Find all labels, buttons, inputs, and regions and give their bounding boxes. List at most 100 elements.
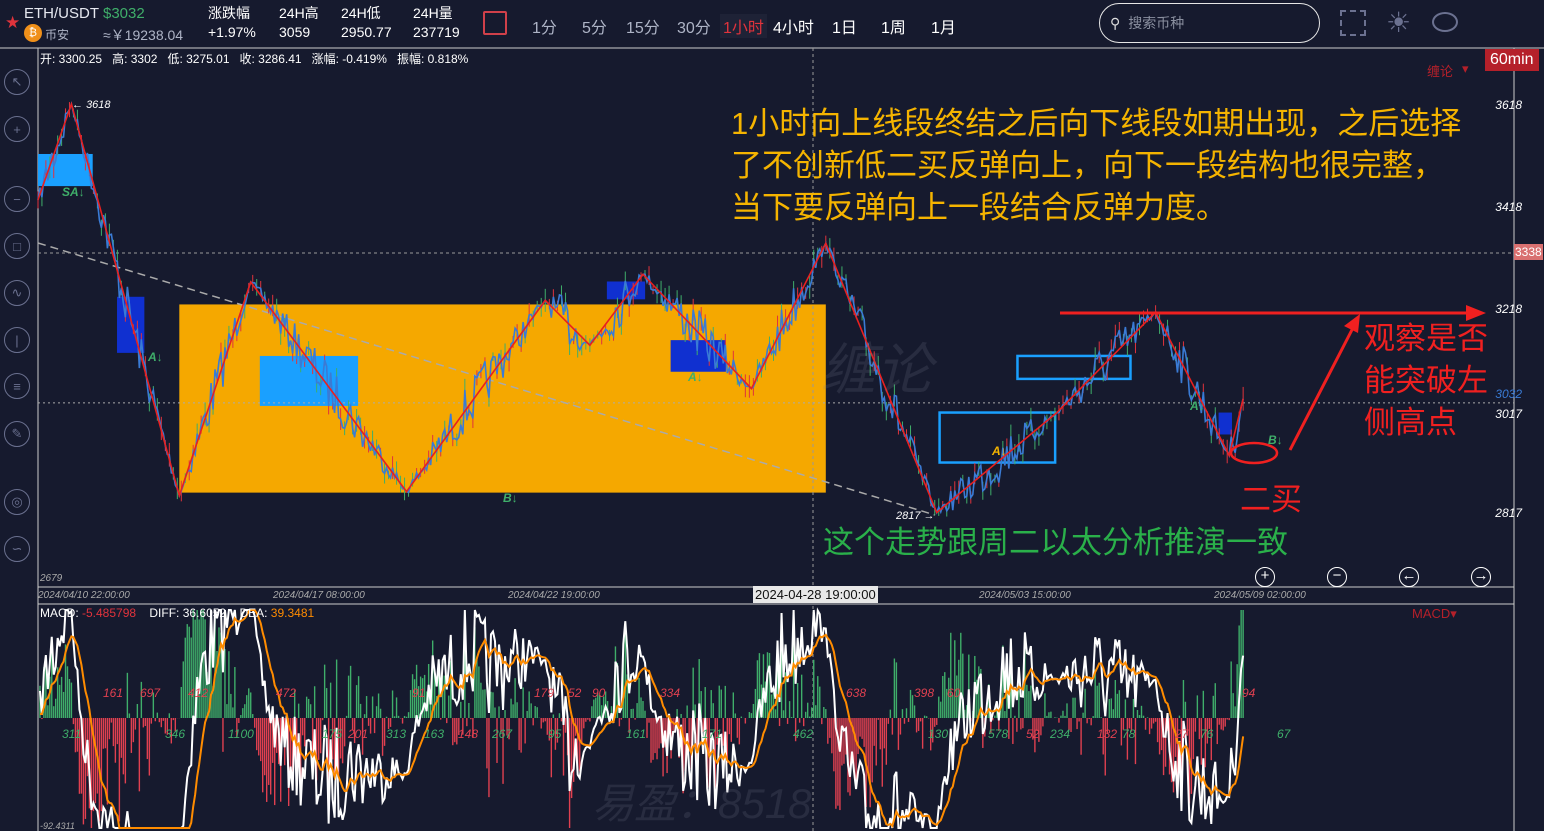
macd-bottom-label: 148	[458, 727, 478, 741]
exchange-logo-icon: ₿	[24, 24, 42, 42]
annotation-observe: 观察是否能突破左侧高点	[1364, 321, 1488, 440]
brightness-icon[interactable]: ☀	[1386, 7, 1412, 38]
tab-1m[interactable]: 1分	[532, 20, 557, 37]
signal-label: A↓	[147, 350, 163, 364]
top-bar: ★ ETH/USDT $3032 ₿ 币安 ≈￥19238.04 涨跌幅 +1.9…	[0, 0, 1544, 48]
macd-readout: MACD: -5.485798 DIFF: 36.6052 DEA: 39.34…	[40, 606, 315, 620]
low-marker: 2817 →	[896, 510, 935, 522]
macd-bottom-label: 201	[347, 727, 368, 741]
macd-bottom-label: 171	[702, 727, 722, 741]
line-icon[interactable]: −	[4, 186, 30, 212]
stat-high: 24H高 3059	[279, 5, 319, 40]
annotation-main: 1小时向上线段终结之后向下线段如期出现，之后选择了不创新低二买反弹向上，向下一段…	[731, 106, 1462, 225]
indicator-menu[interactable]: 缠论	[1427, 64, 1454, 79]
y-tick: 3017	[1495, 407, 1522, 421]
macd-top-label: 90	[592, 686, 606, 700]
scroll-right-button[interactable]: →	[1471, 567, 1491, 587]
macd-min-label: -92.4311	[40, 821, 75, 831]
macd-top-label: 52	[568, 686, 582, 700]
current-price-label: 3032	[1495, 387, 1522, 401]
macd-bottom-label: 78	[1122, 727, 1136, 741]
high-marker: ← 3618	[72, 99, 111, 111]
y-tick-min: 2679	[40, 573, 63, 584]
exchange-name: 币安	[45, 28, 70, 42]
tab-1mo[interactable]: 1月	[931, 20, 956, 37]
tab-30m[interactable]: 30分	[677, 20, 711, 37]
interval-tag: 60min	[1485, 49, 1539, 71]
macd-top-label: 91	[412, 686, 425, 700]
stat-change: 涨跌幅 +1.97%	[208, 5, 256, 40]
macd-top-label: 161	[103, 686, 123, 700]
x-tick: 2024/04/10 22:00:00	[38, 590, 130, 601]
annotation-consistent: 这个走势跟周二以太分析推演一致	[823, 525, 1288, 560]
macd-bottom-label: 578	[988, 727, 1008, 741]
zoom-out-button[interactable]: −	[1327, 567, 1347, 587]
wave-icon[interactable]: ∿	[4, 280, 30, 306]
tab-5m[interactable]: 5分	[582, 20, 607, 37]
y-tick: 3618	[1495, 98, 1522, 112]
macd-bottom-label: 52	[1026, 727, 1040, 741]
macd-bottom-label: 95	[548, 727, 562, 741]
tab-1h[interactable]: 1小时	[720, 14, 767, 38]
macd-bottom-label: 1100	[228, 727, 254, 741]
zigzag-line	[37, 101, 1244, 514]
macd-top-label: 179	[534, 686, 554, 700]
macd-bottom-label: 27	[1174, 727, 1190, 741]
macd-top-label: 472	[276, 686, 296, 700]
arrow-head-icon	[1344, 314, 1360, 333]
y-tick: 2817	[1495, 506, 1522, 520]
ohlc-readout: 开: 3300.25 高: 3302 低: 3275.01 收: 3286.41…	[40, 52, 469, 66]
macd-bottom-label: 346	[165, 727, 185, 741]
cursor-icon[interactable]: ↖	[4, 69, 30, 95]
favorite-star-icon[interactable]: ★	[5, 13, 21, 32]
watermark-bottom: 易盈：8518	[592, 780, 812, 827]
zone-darkblue	[117, 296, 145, 353]
macd-bottom-label: 161	[626, 727, 646, 741]
draw-rect-button[interactable]	[483, 11, 507, 35]
eye-icon[interactable]	[1432, 12, 1458, 32]
tab-1d[interactable]: 1日	[832, 20, 857, 37]
search-icon: ⚲	[1110, 14, 1121, 31]
macd-bottom-label: 234	[1049, 727, 1070, 741]
fullscreen-icon[interactable]	[1340, 10, 1366, 36]
signal-label: B↓	[503, 491, 518, 505]
rectangle-icon[interactable]: □	[4, 233, 30, 259]
vertical-line-icon[interactable]: |	[4, 327, 30, 353]
crosshair-icon[interactable]: +	[4, 116, 30, 142]
search-box[interactable]: ⚲	[1099, 3, 1320, 43]
macd-bottom-label: 67	[1277, 727, 1292, 741]
crosshair-time-label: 2024-04-28 19:00:00	[753, 586, 878, 603]
fibonacci-icon[interactable]: ≡	[4, 373, 30, 399]
ruler-icon[interactable]: ✎	[4, 421, 30, 447]
rebound-arrow	[1288, 321, 1358, 451]
signal-label: A↓	[991, 444, 1007, 458]
second-buy-circle	[1229, 441, 1279, 465]
signal-label: A↓	[1189, 399, 1205, 413]
macd-top-label: 412	[188, 686, 208, 700]
drawing-toolbar: ↖ + − □ ∿ | ≡ ✎ ◎ ∽	[0, 48, 34, 831]
tab-1w[interactable]: 1周	[881, 20, 906, 37]
macd-top-label: 94	[1242, 686, 1256, 700]
macd-bottom-label: 130	[928, 727, 948, 741]
signal-label: SA↓	[62, 185, 85, 199]
arrow-head-icon	[1466, 305, 1486, 321]
scroll-left-button[interactable]: ←	[1399, 567, 1419, 587]
caret-down-icon[interactable]: ▾	[1462, 61, 1469, 76]
macd-top-label: 697	[140, 686, 161, 700]
tab-4h[interactable]: 4小时	[773, 20, 814, 37]
x-tick: 2024/04/22 19:00:00	[508, 590, 600, 601]
macd-menu[interactable]: MACD▾	[1412, 606, 1457, 621]
macd-bottom-label: 175	[322, 727, 342, 741]
pair-name[interactable]: ETH/USDT	[24, 5, 99, 22]
watermark-logo: 缠论	[820, 338, 932, 401]
indicator-icon[interactable]: ∽	[4, 536, 30, 562]
tab-15m[interactable]: 15分	[626, 20, 660, 37]
zone-blue	[38, 153, 93, 187]
search-input[interactable]	[1128, 15, 1299, 31]
macd-bottom-label: 311	[62, 727, 81, 741]
stat-volume: 24H量 237719	[413, 5, 460, 40]
magnet-icon[interactable]: ◎	[4, 489, 30, 515]
crosshair-price-label: 3338	[1514, 244, 1543, 260]
zoom-in-button[interactable]: +	[1255, 567, 1275, 587]
